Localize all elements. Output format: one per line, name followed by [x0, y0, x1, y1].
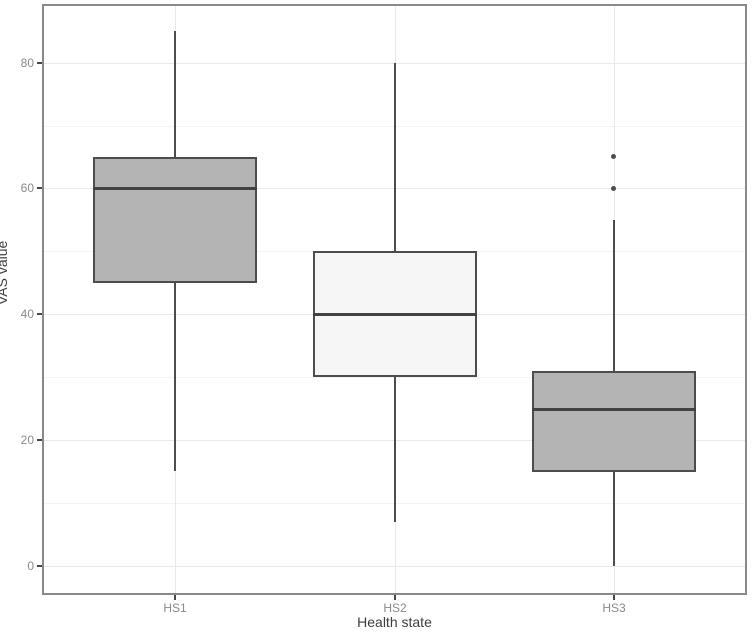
y-tick-mark — [37, 565, 42, 567]
median-hs2 — [313, 313, 477, 316]
gridline-y-major — [44, 566, 745, 567]
y-tick-mark — [37, 313, 42, 315]
x-tick-mark — [613, 595, 615, 600]
median-hs1 — [93, 187, 257, 190]
outlier-point-hs3 — [611, 154, 616, 159]
box-hs3 — [532, 371, 696, 472]
y-tick-label: 80 — [20, 56, 34, 70]
x-tick-label-hs3: HS3 — [602, 601, 626, 615]
median-hs3 — [532, 408, 696, 411]
y-axis-title: VAS value — [0, 240, 10, 305]
x-tick-label-hs1: HS1 — [163, 601, 187, 615]
outlier-point-hs3 — [611, 186, 616, 191]
y-tick-label: 60 — [20, 181, 34, 195]
y-tick-mark — [37, 439, 42, 441]
y-tick-label: 40 — [20, 307, 34, 321]
y-tick-label: 0 — [27, 559, 34, 573]
box-hs1 — [93, 157, 257, 283]
x-tick-label-hs2: HS2 — [383, 601, 407, 615]
y-tick-mark — [37, 187, 42, 189]
y-tick-mark — [37, 62, 42, 64]
plot-panel — [42, 4, 747, 595]
x-tick-mark — [174, 595, 176, 600]
x-axis-title: Health state — [357, 614, 432, 630]
y-tick-label: 20 — [20, 433, 34, 447]
x-tick-mark — [394, 595, 396, 600]
